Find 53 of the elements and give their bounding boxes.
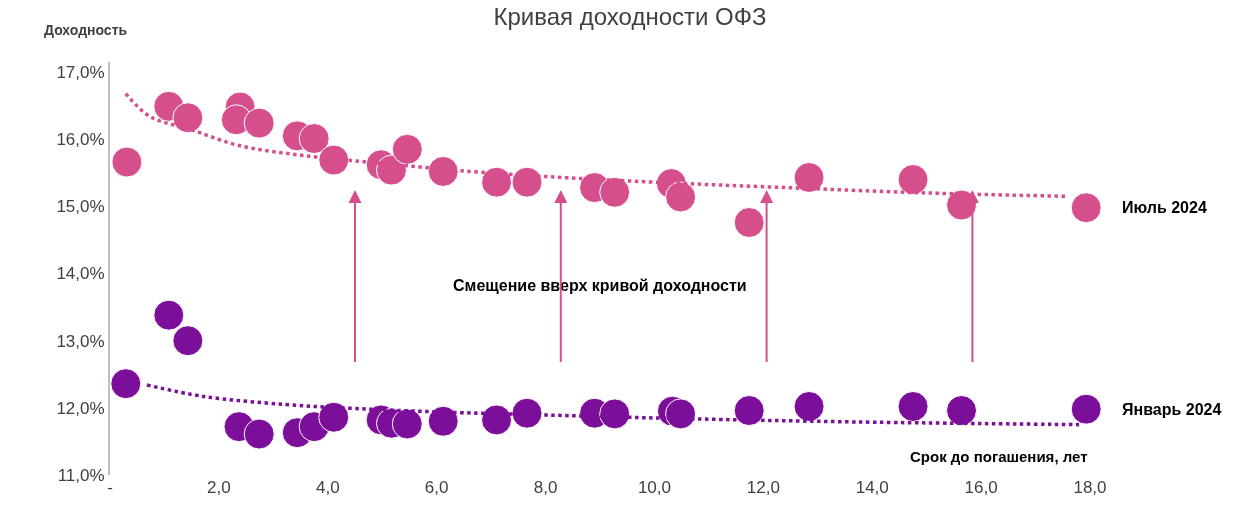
x-tick-label: 6,0 [424, 478, 449, 497]
point [172, 102, 204, 134]
point [511, 166, 543, 198]
point [511, 397, 543, 429]
x-tick-label: 18,0 [1073, 478, 1107, 497]
point [153, 299, 185, 331]
x-tick-label: 16,0 [964, 478, 998, 497]
x-axis-title: Срок до погашения, лет [910, 448, 1088, 465]
x-tick-label: 2,0 [207, 478, 231, 497]
point [946, 395, 978, 427]
point [733, 395, 765, 427]
y-tick-label: 12,0% [56, 398, 105, 418]
point [391, 133, 423, 165]
point [298, 123, 330, 155]
point [599, 398, 631, 430]
x-tick-label: 12,0 [746, 478, 780, 497]
point [318, 144, 350, 176]
point [172, 325, 204, 357]
x-tick-label: 10,0 [637, 478, 671, 497]
y-axis-title: Доходность [44, 22, 128, 38]
x-tick-label: 4,0 [315, 478, 340, 497]
point [665, 398, 697, 430]
chart-title: Кривая доходности ОФЗ [493, 2, 767, 30]
y-tick-label: 15,0% [56, 197, 105, 217]
x-tick-label: - [107, 478, 113, 497]
y-tick-label: 16,0% [56, 130, 105, 150]
point [1070, 393, 1102, 425]
point [481, 404, 513, 436]
point [243, 418, 275, 450]
point [733, 207, 765, 238]
point [665, 181, 697, 213]
point [481, 166, 513, 198]
point [793, 162, 825, 193]
series-label: Июль 2024 [1122, 199, 1207, 216]
point [599, 176, 631, 208]
point [897, 164, 929, 196]
point [243, 107, 275, 139]
point [897, 391, 929, 422]
point [427, 155, 459, 187]
x-tick-label: 14,0 [855, 478, 889, 497]
series-label: Январь 2024 [1122, 401, 1222, 418]
point [427, 405, 459, 437]
y-tick-label: 17,0% [56, 63, 105, 83]
x-tick-label: 8,0 [533, 478, 558, 497]
point [318, 401, 350, 433]
y-tick-label: 13,0% [56, 331, 105, 351]
y-tick-label: 14,0% [56, 264, 105, 284]
point [391, 408, 423, 440]
y-tick-label: 11,0% [57, 465, 105, 485]
point [110, 368, 142, 400]
point [1070, 192, 1102, 224]
point [793, 391, 825, 422]
point [111, 146, 143, 178]
